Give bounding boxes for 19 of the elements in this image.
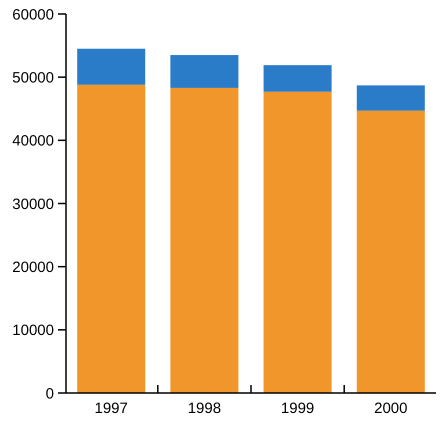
- x-tick-label: 2000: [374, 400, 408, 417]
- bar: [356, 85, 425, 111]
- y-tick-label: 20000: [12, 258, 54, 276]
- bar: [356, 110, 425, 393]
- y-tick-label: 60000: [12, 6, 54, 24]
- bar: [77, 84, 146, 393]
- bar: [170, 55, 238, 88]
- bar: [170, 88, 238, 393]
- bar: [264, 92, 332, 393]
- bar: [264, 65, 332, 92]
- y-tick-label: 40000: [12, 132, 54, 150]
- y-tick-label: 30000: [12, 196, 54, 213]
- y-tick-label: 0: [46, 385, 54, 402]
- y-tick-label: 10000: [12, 322, 54, 340]
- y-tick-label: 50000: [12, 69, 54, 86]
- bar: [77, 48, 146, 85]
- x-tick-label: 1998: [188, 400, 222, 417]
- x-tick-label: 1997: [94, 400, 128, 417]
- x-tick-label: 1999: [280, 400, 314, 417]
